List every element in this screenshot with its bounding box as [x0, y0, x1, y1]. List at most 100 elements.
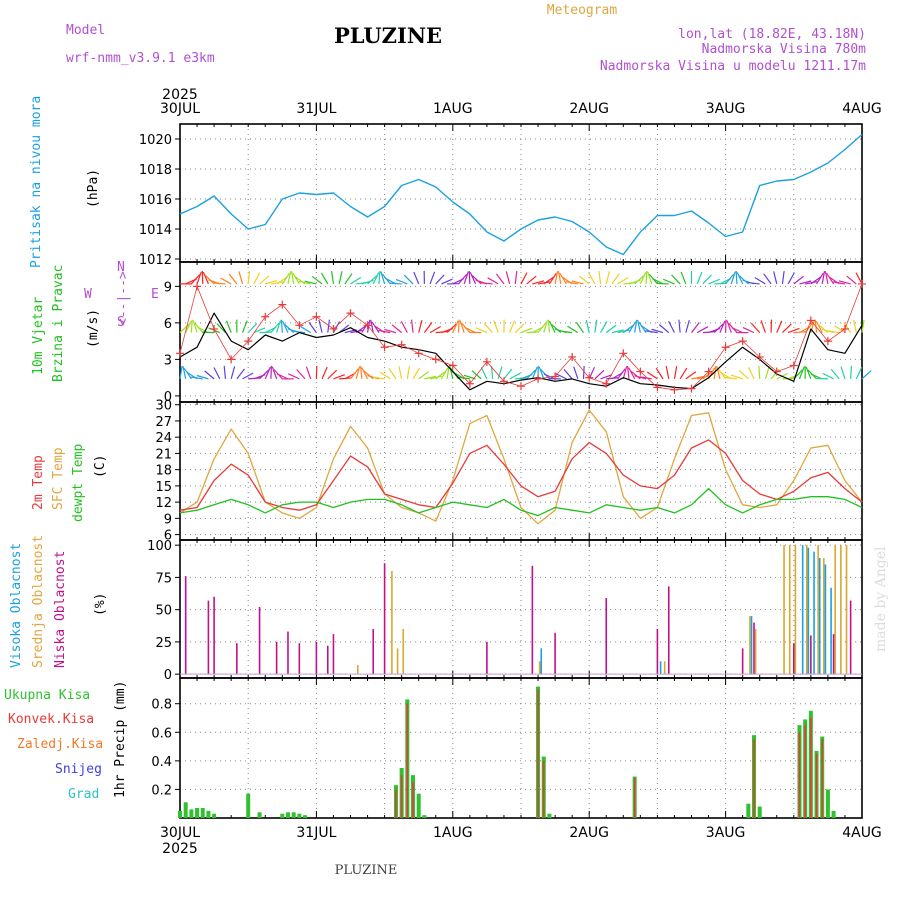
wind-barb — [770, 368, 780, 380]
wind-barb — [557, 271, 562, 285]
wind-speed-line — [179, 312, 863, 391]
wind-barb — [311, 275, 323, 285]
wind-barb — [270, 322, 280, 333]
wind-barb — [298, 280, 311, 285]
wind-barb — [750, 322, 761, 334]
precip-conv-bar — [406, 703, 409, 818]
wind-barb — [758, 365, 761, 379]
wind-barb — [531, 366, 538, 380]
wind-barb — [651, 277, 664, 285]
wind-barb — [355, 366, 361, 380]
y-tick-label: 1020 — [139, 133, 172, 148]
precip-total-bar — [831, 810, 836, 818]
y-tick-label: 0.8 — [151, 698, 172, 713]
gust-marker — [346, 309, 355, 318]
wind-barb — [822, 372, 834, 380]
gust-marker — [534, 374, 543, 383]
wind-barb — [696, 271, 703, 285]
wind-barb — [413, 271, 420, 285]
precip-total-bar — [547, 813, 552, 818]
gust-marker — [244, 337, 253, 346]
wind-compass: <--|--> N S W E — [84, 260, 159, 330]
wind-barb — [241, 320, 248, 333]
wind-barb — [776, 320, 783, 333]
wind-barb — [253, 327, 266, 334]
y-tick-label: 1014 — [139, 223, 172, 238]
wind-barb — [646, 371, 658, 380]
wind-barb — [827, 330, 840, 334]
wind-barb — [308, 322, 317, 333]
top-date-31JUL: 31JUL — [296, 101, 336, 117]
temp-2m-line — [179, 439, 863, 511]
wind-barb — [626, 365, 630, 379]
wind-barb — [713, 323, 724, 334]
wind-barb — [730, 271, 736, 285]
gust-marker — [721, 343, 730, 352]
precip-total-bar — [291, 812, 296, 818]
wind-barb — [571, 280, 584, 285]
wind-barb — [398, 366, 403, 379]
wind-barb — [538, 366, 545, 380]
model-elevation: Nadmorska Visina u modelu 1211.17m — [600, 59, 866, 74]
wind-barb — [179, 365, 183, 379]
wind-barb — [452, 320, 459, 333]
wind-barb — [600, 321, 608, 333]
y-tick-label: 25 — [155, 636, 172, 651]
lonlat: lon,lat (18.82E, 43.18N) — [678, 27, 866, 42]
wind-barb — [719, 320, 726, 333]
precip-conv-bar — [753, 739, 755, 818]
wind-barb — [327, 319, 331, 333]
footer-station: PLUZINE — [335, 863, 398, 878]
wind-barb — [318, 319, 323, 333]
wind-barb — [543, 276, 555, 285]
wind-barb — [658, 324, 670, 334]
wind-barb — [680, 271, 687, 285]
wind-barb — [360, 365, 363, 379]
wind-barb — [299, 325, 312, 334]
wind-barb — [296, 369, 306, 380]
wind-barb — [406, 365, 411, 379]
gust-marker — [670, 385, 679, 394]
wind-barb — [611, 329, 624, 334]
wind-barb — [665, 366, 670, 379]
wind-barb — [543, 320, 549, 333]
gust-marker — [448, 361, 457, 370]
wind-barb — [716, 366, 721, 380]
wind-barb — [372, 272, 380, 285]
wind-barb — [367, 275, 378, 285]
wind-barb — [264, 366, 271, 380]
wind-barb — [537, 322, 547, 333]
wind-barb — [628, 367, 636, 380]
wind-barb — [204, 370, 215, 380]
wind-barb — [725, 273, 735, 285]
wind-barb — [738, 275, 749, 285]
wind-barb — [730, 374, 743, 380]
precip-total-bar — [303, 815, 308, 818]
wind-barb — [378, 329, 391, 334]
wind-barb — [651, 328, 664, 334]
wind-barb — [190, 274, 201, 285]
y-tick-label: 3 — [164, 353, 172, 368]
wind-barb — [410, 319, 414, 333]
product-title: Meteogram — [547, 3, 618, 18]
wind-barb — [685, 371, 697, 380]
wind-barb — [617, 368, 626, 380]
wind-barb — [468, 270, 471, 284]
wind-barb — [691, 376, 704, 380]
wind-barb — [389, 282, 402, 285]
wind-barb — [760, 320, 766, 333]
pressure-line — [179, 133, 863, 256]
gust-marker — [755, 352, 764, 361]
wind-barb — [497, 366, 503, 380]
wind-barb — [220, 277, 232, 285]
y-tick-label: 6 — [164, 317, 172, 332]
wind-barb — [228, 273, 238, 285]
wind-barb — [668, 320, 675, 333]
wind-barb — [223, 365, 227, 379]
cloud-title-2: Srednja Oblacnost — [31, 535, 46, 668]
wind-barb — [457, 376, 470, 380]
wind-barb — [253, 272, 261, 285]
gust-marker — [397, 340, 406, 349]
wind-barb — [213, 367, 221, 380]
wind-barb — [429, 375, 442, 380]
